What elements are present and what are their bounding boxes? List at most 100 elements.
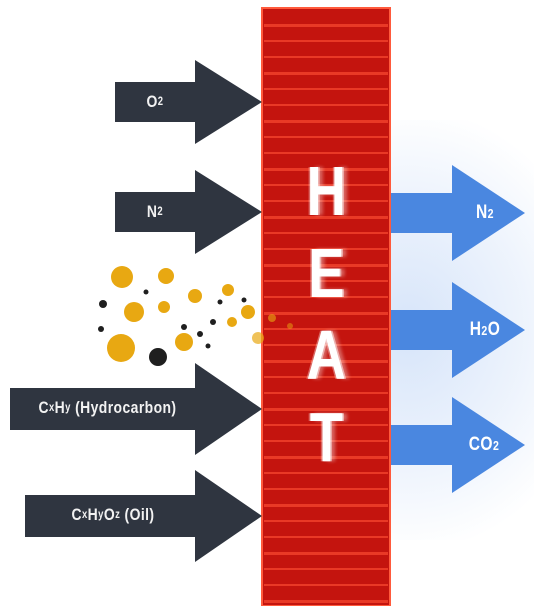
output-arrow-nitrogen-icon <box>330 165 525 261</box>
label-text: CO <box>468 434 493 455</box>
particle <box>124 302 144 322</box>
heat-letter: A <box>306 316 346 394</box>
label-subscript: z <box>115 509 121 521</box>
heat-stripe <box>264 424 388 426</box>
heat-stripe <box>264 72 388 75</box>
heat-stripe <box>264 408 388 411</box>
particle <box>241 297 247 303</box>
particle <box>181 324 187 330</box>
heat-stripe <box>264 280 388 282</box>
heat-stripe <box>264 392 388 394</box>
heat-stripe <box>264 40 388 42</box>
heat-stripe <box>264 568 388 570</box>
label-subscript: x <box>82 509 88 521</box>
output-label-co2: CO 2 <box>454 425 513 465</box>
label-text: H <box>469 319 482 340</box>
particle <box>158 301 170 313</box>
label-text: N <box>476 202 488 223</box>
heat-stripe <box>264 456 388 459</box>
heat-stripe <box>264 536 388 538</box>
heat-stripe <box>264 200 388 202</box>
label-text: C <box>38 398 49 417</box>
heat-stripe <box>264 504 388 507</box>
particle <box>241 305 255 319</box>
label-subscript: 2 <box>481 322 488 338</box>
heat-stripe <box>264 248 388 250</box>
label-subscript: 2 <box>492 437 500 453</box>
heat-stripe <box>264 488 388 490</box>
output-arrow-co2-icon <box>330 397 525 493</box>
label-text: O <box>487 319 501 340</box>
label-description: (Hydrocarbon) <box>75 398 177 417</box>
heat-stripe <box>264 88 388 90</box>
input-arrow-nitrogen-icon <box>115 170 262 254</box>
label-subscript: 2 <box>157 96 164 108</box>
particle <box>111 266 133 288</box>
particle <box>252 332 264 344</box>
heat-word: H E A T <box>262 150 390 478</box>
label-subscript: 2 <box>487 205 494 221</box>
heat-stripe <box>264 136 388 138</box>
label-text: O <box>146 92 158 111</box>
label-description: (Oil) <box>124 505 155 524</box>
particle <box>158 268 174 284</box>
particle <box>143 289 149 295</box>
output-arrow-water-icon <box>330 282 525 378</box>
label-text: H <box>87 505 99 524</box>
heat-letter: E <box>307 234 345 312</box>
particle <box>107 334 135 362</box>
label-subscript: 2 <box>157 206 164 218</box>
label-subscript: x <box>48 402 55 414</box>
particle <box>149 348 167 366</box>
heat-stripe <box>264 328 388 330</box>
heat-stripe <box>264 120 388 123</box>
heat-stripe <box>264 184 388 186</box>
heat-letter: T <box>309 398 343 476</box>
particle <box>99 300 107 308</box>
particle <box>188 289 202 303</box>
particle <box>227 317 237 327</box>
heat-stripe <box>264 472 388 474</box>
heat-stripe <box>264 296 388 298</box>
particle <box>287 323 293 329</box>
heat-stripe <box>264 376 388 378</box>
heat-stripe <box>264 232 388 234</box>
heat-stripe <box>264 600 388 603</box>
heat-bar-border <box>261 7 391 606</box>
particle <box>222 284 234 296</box>
input-arrow-hydrocarbon-icon <box>10 363 262 455</box>
heat-stripe <box>264 168 388 171</box>
heat-letter: H <box>306 152 346 230</box>
heat-stripe <box>264 552 388 555</box>
label-text: C <box>71 505 83 524</box>
label-text: O <box>103 505 116 524</box>
particle <box>217 299 223 305</box>
heat-stripe <box>264 344 388 346</box>
particle <box>197 331 203 337</box>
heat-stripe <box>264 584 388 586</box>
particle <box>268 314 276 322</box>
heat-stripe <box>264 312 388 315</box>
heat-stripe <box>264 56 388 58</box>
input-arrow-oxygen-icon <box>115 60 262 144</box>
heat-stripe <box>264 520 388 522</box>
particle <box>175 333 193 351</box>
particle <box>210 319 216 325</box>
heat-stripe <box>264 264 388 267</box>
label-subscript: y <box>65 402 71 414</box>
heat-stripe <box>264 104 388 106</box>
label-subscript: y <box>98 509 104 521</box>
heat-stripe <box>264 360 388 363</box>
particle <box>98 326 104 332</box>
input-arrow-oil-icon <box>25 470 262 562</box>
label-text: H <box>54 398 66 417</box>
heat-stripe <box>264 440 388 442</box>
heat-stripe <box>264 24 388 27</box>
